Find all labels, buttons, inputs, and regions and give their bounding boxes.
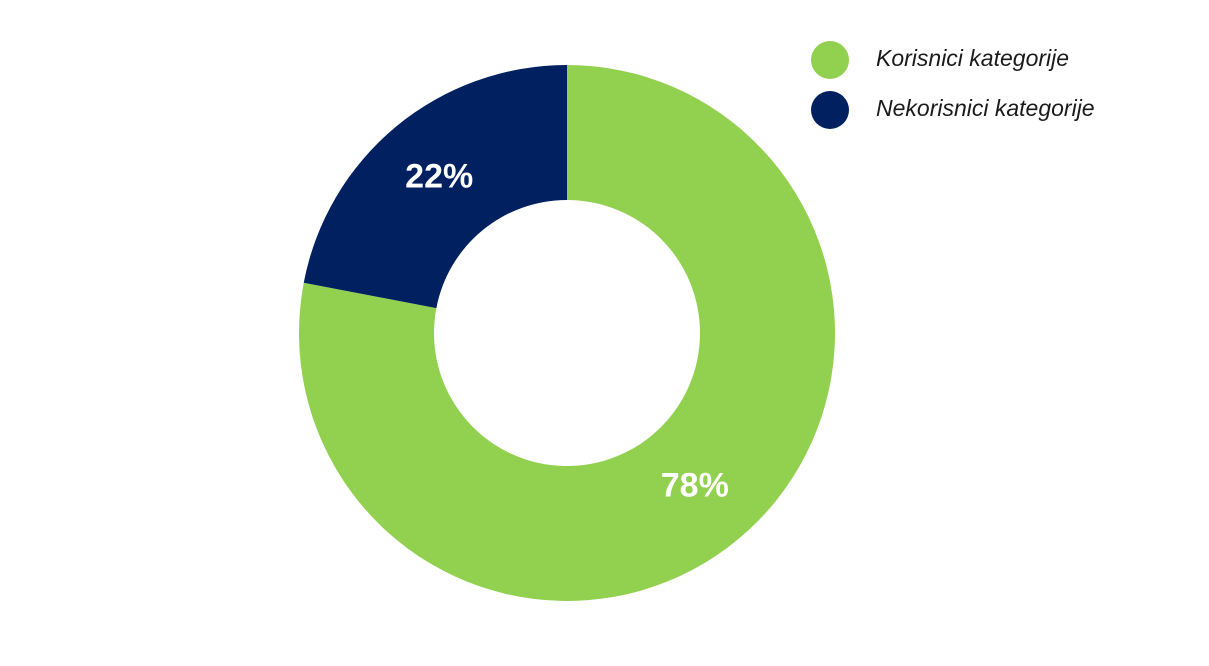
legend-text: Nekorisnici kategorije (876, 95, 1095, 121)
value-label: 22% (405, 157, 473, 195)
value-label: 78% (661, 466, 729, 504)
legend-swatch (811, 41, 849, 79)
slice (298, 65, 835, 601)
slice (303, 65, 567, 309)
legend-swatch (811, 91, 849, 129)
legend-text: Korisnici kategorije (876, 45, 1069, 71)
